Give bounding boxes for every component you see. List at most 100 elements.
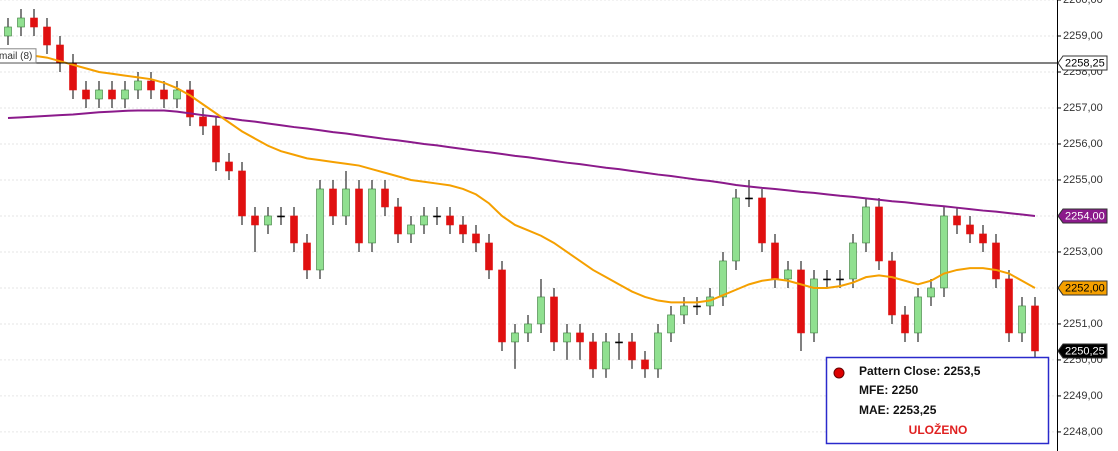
plot-area: mail (8): [0, 0, 1057, 433]
candle-body: [264, 215, 272, 226]
candle-body: [95, 89, 103, 100]
candle-body: [641, 359, 649, 370]
y-tick-label: 2249,00: [1063, 390, 1103, 402]
candle-body: [862, 206, 870, 244]
candle-body: [69, 62, 77, 91]
candle-body: [758, 197, 766, 244]
price-marker-label: 2250,25: [1065, 345, 1105, 357]
candle-body: [329, 188, 337, 217]
candle-body: [459, 224, 467, 235]
candle-body: [277, 215, 285, 218]
candle-body: [1031, 305, 1039, 352]
price-marker-label: 2254,00: [1065, 210, 1105, 222]
moving-average-line: [7, 109, 1036, 217]
candle-body: [914, 296, 922, 334]
info-line: Pattern Close: 2253,5: [859, 364, 981, 378]
candle-body: [836, 278, 844, 281]
candle-body: [953, 215, 961, 226]
candle-body: [407, 224, 415, 235]
candle-body: [17, 17, 25, 28]
candle-body: [563, 332, 571, 343]
annotation-box: [0, 48, 37, 64]
y-tick-label: 2256,00: [1063, 138, 1103, 150]
candle-body: [576, 332, 584, 343]
candle-body: [134, 80, 142, 91]
candle-body: [186, 89, 194, 118]
price-marker-label: 2258,25: [1065, 57, 1105, 69]
candle-body: [797, 269, 805, 334]
annotation-label: mail (8): [0, 51, 32, 62]
y-tick-label: 2253,00: [1063, 246, 1103, 258]
candle-body: [966, 224, 974, 235]
candle-body: [719, 260, 727, 298]
candle-body: [316, 188, 324, 271]
info-line: MAE: 2253,25: [859, 403, 937, 417]
candle-body: [433, 215, 441, 218]
candle-body: [147, 80, 155, 91]
candle-body: [30, 17, 38, 28]
price-marker-label: 2252,00: [1065, 282, 1105, 294]
candle-body: [238, 170, 246, 217]
candle-body: [602, 341, 610, 370]
candle-body: [810, 278, 818, 334]
price-marker: [1057, 280, 1108, 296]
candle-body: [901, 314, 909, 334]
candle-body: [979, 233, 987, 244]
candle-body: [498, 269, 506, 343]
candle-body: [173, 89, 181, 100]
candle-body: [940, 215, 948, 289]
info-box-frame: [825, 356, 1050, 445]
candle-body: [589, 341, 597, 370]
price-marker: [1057, 208, 1108, 224]
candle-body: [745, 197, 753, 200]
candle-body: [992, 242, 1000, 280]
candle-body: [888, 260, 896, 316]
info-icon: [833, 367, 845, 379]
candle-body: [732, 197, 740, 262]
moving-average-line: [8, 54, 1036, 304]
y-tick-label: 2257,00: [1063, 102, 1103, 114]
candle-body: [303, 242, 311, 271]
candle-body: [628, 341, 636, 361]
candle-body: [771, 242, 779, 280]
candle-body: [537, 296, 545, 325]
candle-body: [446, 215, 454, 226]
candle-body: [693, 305, 701, 308]
candle-body: [420, 215, 428, 226]
candle-body: [368, 188, 376, 244]
candle-body: [927, 287, 935, 298]
candle-body: [381, 188, 389, 208]
candle-body: [680, 305, 688, 316]
candle-body: [212, 125, 220, 163]
candle-body: [43, 26, 51, 46]
candle-body: [4, 26, 12, 37]
y-tick-label: 2251,00: [1063, 318, 1103, 330]
candle-body: [290, 215, 298, 244]
candle-body: [82, 89, 90, 100]
candle-body: [875, 206, 883, 262]
y-tick-label: 2259,00: [1063, 30, 1103, 42]
info-status: ULOŽENO: [909, 422, 968, 437]
candle-body: [654, 332, 662, 370]
candle-body: [849, 242, 857, 280]
candle-body: [524, 323, 532, 334]
candle-body: [121, 89, 129, 100]
candle-body: [1018, 305, 1026, 334]
candle-body: [225, 161, 233, 172]
y-tick-label: 2260,00: [1063, 0, 1103, 6]
price-marker: [1057, 55, 1108, 71]
candle-body: [615, 341, 623, 344]
candle-body: [667, 314, 675, 334]
candle-body: [511, 332, 519, 343]
candle-body: [160, 89, 168, 100]
candle-body: [485, 242, 493, 271]
candle-body: [1005, 278, 1013, 334]
candle-body: [394, 206, 402, 235]
candle-body: [108, 89, 116, 100]
candle-body: [550, 296, 558, 343]
candle-body: [199, 116, 207, 127]
price-marker: [1057, 343, 1108, 359]
info-line: MFE: 2250: [859, 383, 919, 397]
candle-body: [355, 188, 363, 244]
